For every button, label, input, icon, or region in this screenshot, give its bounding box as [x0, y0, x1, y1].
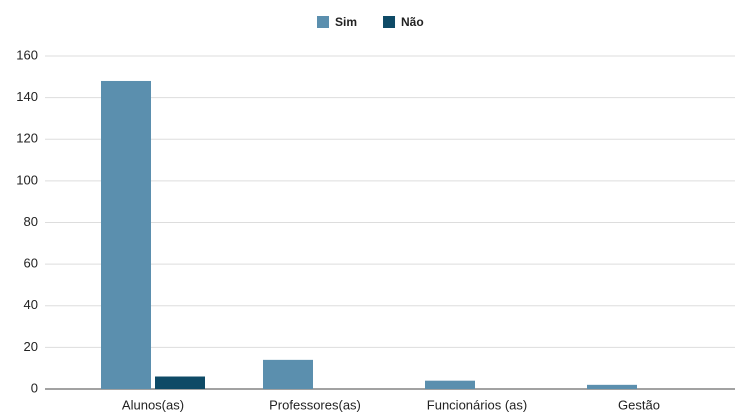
y-tick-label: 40 — [24, 297, 38, 312]
x-tick-label: Professores(as) — [269, 397, 361, 412]
bar — [425, 380, 475, 389]
bar — [155, 376, 205, 389]
y-tick-label: 140 — [16, 89, 38, 104]
bar — [101, 80, 151, 389]
legend-swatch — [317, 16, 329, 28]
y-tick-label: 20 — [24, 339, 38, 354]
y-tick-label: 0 — [31, 380, 38, 395]
x-tick-label: Funcionários (as) — [427, 397, 527, 412]
y-tick-label: 80 — [24, 214, 38, 229]
x-tick-label: Gestão — [618, 397, 660, 412]
y-tick-label: 120 — [16, 131, 38, 146]
bar — [263, 359, 313, 389]
bar — [587, 384, 637, 389]
legend-swatch — [383, 16, 396, 28]
y-tick-label: 100 — [16, 172, 38, 187]
legend-label: Sim — [335, 15, 357, 29]
legend-label: Não — [401, 15, 424, 29]
y-tick-label: 160 — [16, 47, 38, 62]
x-tick-label: Alunos(as) — [122, 397, 184, 412]
y-tick-label: 60 — [24, 256, 38, 271]
